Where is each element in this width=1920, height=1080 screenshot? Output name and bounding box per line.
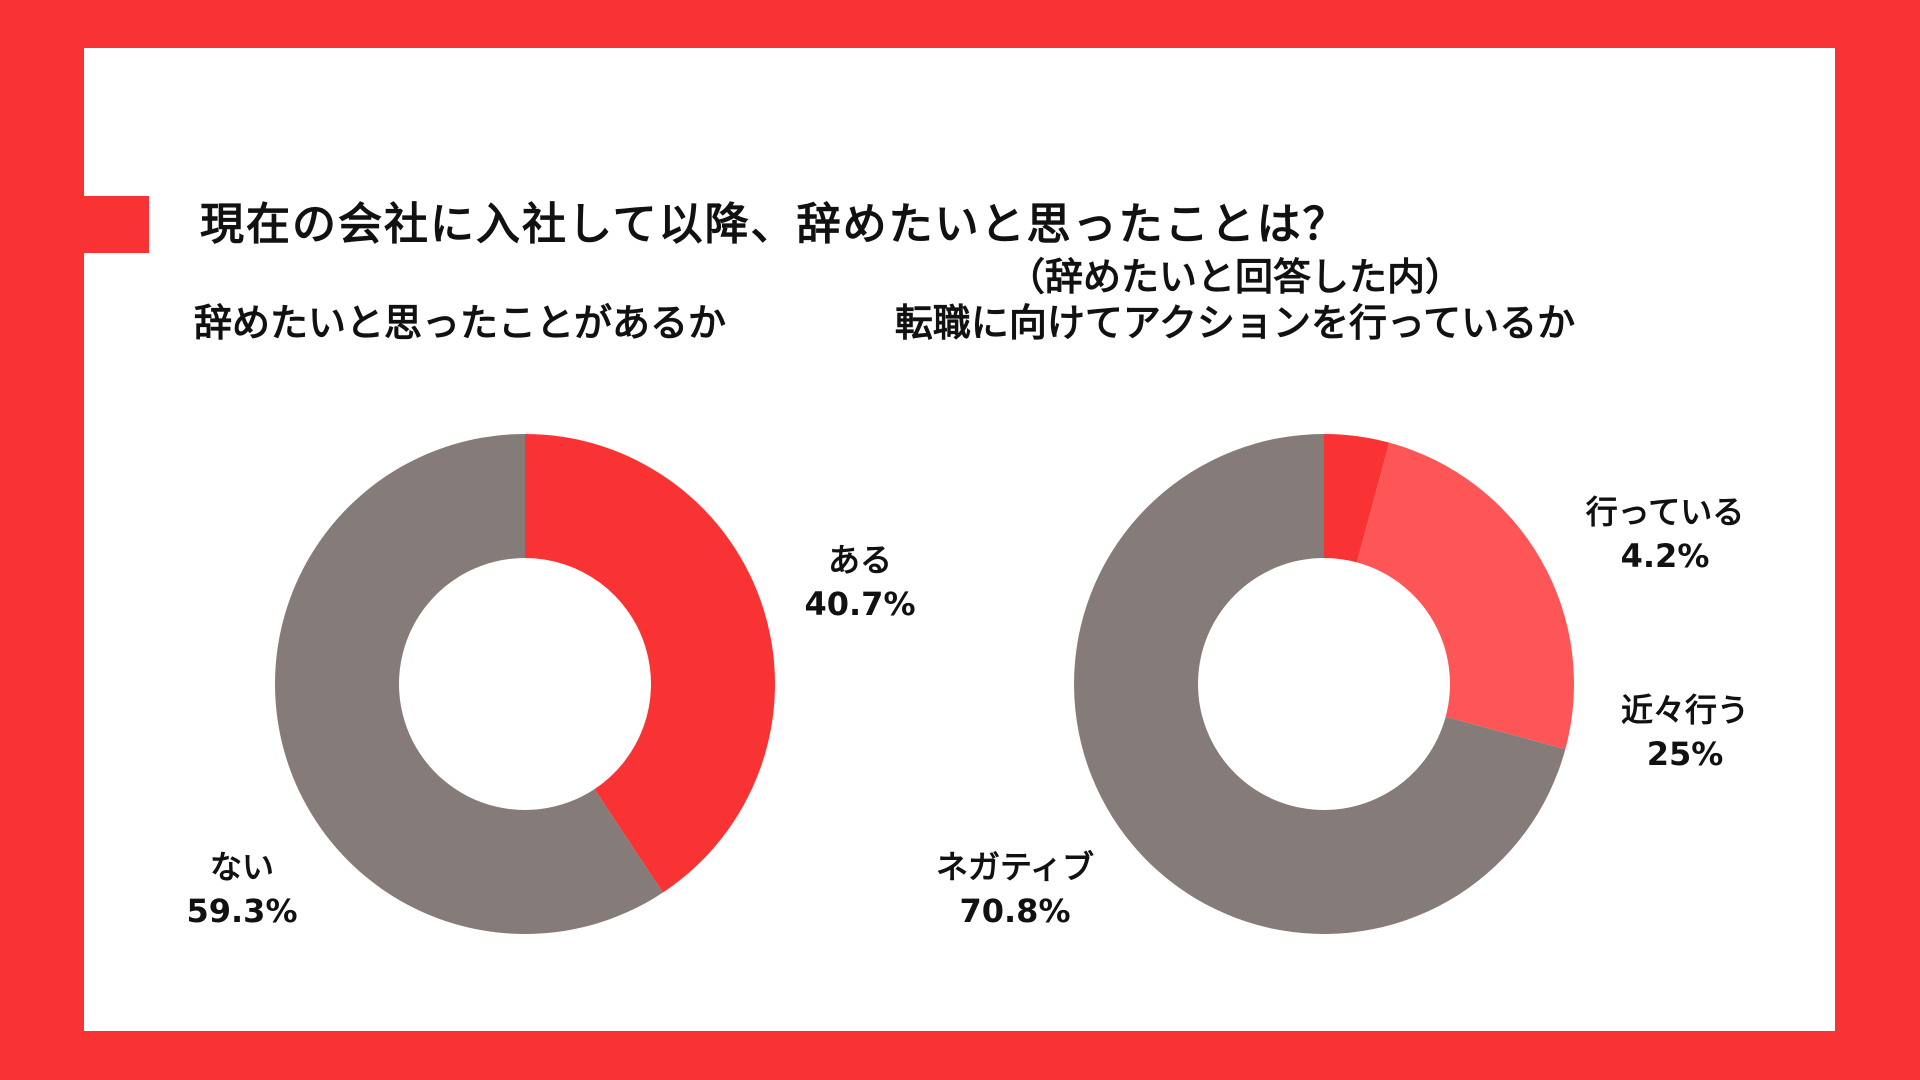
slice-label-itteiru: 行っている 4.2%: [1565, 490, 1765, 578]
slice-label-aru-value: 40.7%: [804, 585, 916, 623]
slice-label-aru: ある 40.7%: [790, 538, 930, 626]
slice-label-negative-name: ネガティブ: [935, 848, 1095, 886]
right-chart-title: （辞めたいと回答した内） 転職に向けてアクションを行っているか: [850, 254, 1620, 346]
donut-slice-1: [275, 434, 663, 934]
title-accent-bar: [84, 196, 149, 253]
slice-label-chikajika-value: 25%: [1646, 735, 1724, 773]
slice-label-nai-value: 59.3%: [186, 892, 298, 930]
page-title: 現在の会社に入社して以降、辞めたいと思ったことは？: [200, 199, 1349, 250]
left-chart-title: 辞めたいと思ったことがあるか: [193, 301, 726, 345]
donut-slice-2: [1074, 434, 1566, 934]
slice-label-negative-value: 70.8%: [959, 892, 1071, 930]
donut-slice-1: [1356, 442, 1574, 750]
slice-label-chikajika: 近々行う 25%: [1595, 688, 1775, 776]
right-chart-title-line2: 転職に向けてアクションを行っているか: [894, 301, 1576, 345]
donut-slice-0: [1324, 434, 1390, 563]
slice-label-itteiru-value: 4.2%: [1620, 537, 1710, 575]
slice-label-aru-name: ある: [827, 541, 892, 579]
slice-label-itteiru-name: 行っている: [1585, 493, 1745, 531]
left-donut-chart: [275, 434, 776, 934]
slice-label-nai: ない 59.3%: [172, 845, 312, 933]
slice-label-nai-name: ない: [209, 848, 274, 886]
right-donut-chart: [1074, 434, 1574, 934]
slice-label-negative: ネガティブ 70.8%: [905, 845, 1125, 933]
donut-slice-0: [525, 434, 776, 893]
right-chart-title-line1: （辞めたいと回答した内）: [1006, 255, 1463, 299]
slice-label-chikajika-name: 近々行う: [1620, 691, 1749, 729]
